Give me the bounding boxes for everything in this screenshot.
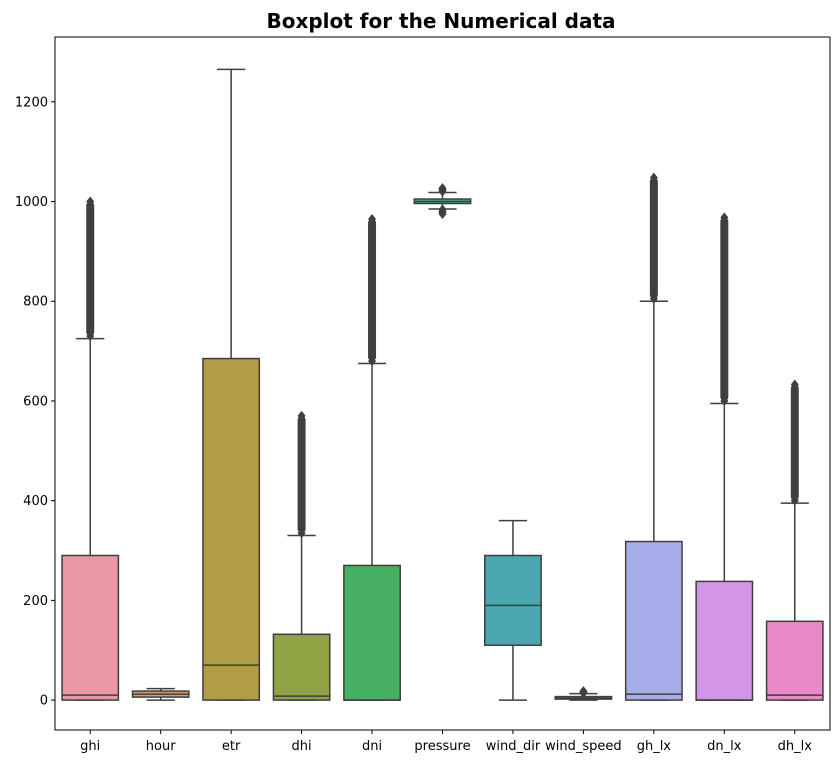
- outlier-band-high-dn_lx: [720, 217, 729, 401]
- x-tick-label-ghi: ghi: [80, 739, 100, 754]
- iqr-box-dn_lx: [695, 580, 754, 701]
- outlier-point-high-gh_lx-0: [649, 172, 658, 183]
- iqr-box-wind_dir: [484, 554, 542, 646]
- y-tick-label-0: 0: [40, 694, 48, 709]
- outliers-high-pressure: [438, 183, 447, 197]
- outlier-band-high-dhi: [297, 415, 306, 534]
- box-dh_lx: [765, 379, 824, 701]
- outlier-point-high-dh_lx-1: [790, 495, 799, 506]
- x-axis: ghi hour etr dhi dni pressure wind_dir wind_spe…: [80, 730, 812, 754]
- y-tick-label-200: 200: [23, 594, 48, 609]
- iqr-box-ghi: [61, 554, 120, 701]
- box-dni: [343, 213, 401, 701]
- outlier-point-low-pressure-1: [438, 208, 447, 219]
- outliers-low-pressure: [438, 204, 447, 219]
- outlier-point-high-dhi-0: [297, 410, 306, 421]
- chart-title: Boxplot for the Numerical data: [266, 9, 615, 33]
- x-tick-label-wind_dir: wind_dir: [486, 739, 541, 754]
- y-tick-label-400: 400: [23, 494, 48, 509]
- y-tick-label-1000: 1000: [15, 195, 48, 210]
- box-wind_dir: [484, 519, 542, 701]
- y-tick-label-800: 800: [23, 295, 48, 310]
- outlier-point-high-dn_lx-0: [720, 212, 729, 223]
- outlier-point-high-dni-1: [368, 356, 377, 367]
- outlier-point-high-gh_lx-1: [649, 293, 658, 304]
- outlier-band-high-dni: [368, 218, 377, 362]
- outliers-high-ghi: [86, 196, 95, 342]
- outlier-point-high-ghi-1: [86, 331, 95, 342]
- box-wind_speed: [554, 686, 613, 701]
- outlier-point-high-wind_speed-1: [579, 688, 588, 699]
- outlier-point-high-ghi-0: [86, 196, 95, 207]
- plot-area: [61, 68, 824, 701]
- outlier-point-high-dhi-1: [297, 528, 306, 539]
- y-tick-label-600: 600: [23, 394, 48, 409]
- outlier-point-high-dni-0: [368, 213, 377, 224]
- box-pressure: [413, 183, 472, 219]
- outlier-band-high-gh_lx: [649, 177, 658, 299]
- x-tick-label-etr: etr: [222, 739, 241, 754]
- iqr-box-gh_lx: [624, 540, 683, 701]
- x-tick-label-wind_speed: wind_speed: [545, 739, 622, 754]
- outlier-point-high-dn_lx-1: [720, 395, 729, 406]
- outliers-high-dni: [368, 213, 377, 367]
- outlier-point-high-dh_lx-0: [790, 379, 799, 390]
- box-etr: [202, 68, 261, 701]
- y-axis: 0 200 400 600 800 1000 1200: [15, 95, 55, 709]
- iqr-box-dh_lx: [765, 620, 824, 701]
- outlier-band-high-ghi: [86, 201, 95, 337]
- outlier-band-high-dh_lx: [790, 384, 799, 501]
- outliers-high-dn_lx: [720, 212, 729, 406]
- iqr-box-dhi: [272, 633, 331, 701]
- box-hour: [131, 687, 190, 701]
- iqr-box-etr: [202, 357, 261, 701]
- box-dn_lx: [695, 212, 754, 701]
- x-tick-label-dhi: dhi: [292, 739, 312, 754]
- box-ghi: [61, 196, 120, 701]
- outliers-high-dh_lx: [790, 379, 799, 506]
- outliers-high-gh_lx: [649, 172, 658, 304]
- x-tick-label-hour: hour: [146, 739, 176, 754]
- x-tick-label-dn_lx: dn_lx: [707, 739, 742, 754]
- iqr-box-dni: [343, 564, 401, 701]
- x-tick-label-dni: dni: [362, 739, 382, 754]
- outliers-high-wind_speed: [579, 686, 588, 699]
- x-tick-label-pressure: pressure: [414, 739, 470, 754]
- y-tick-label-1200: 1200: [15, 95, 48, 110]
- x-tick-label-dh_lx: dh_lx: [778, 739, 813, 754]
- box-gh_lx: [624, 172, 683, 701]
- x-tick-label-gh_lx: gh_lx: [637, 739, 672, 754]
- outlier-point-high-pressure-1: [438, 186, 447, 197]
- outliers-high-dhi: [297, 410, 306, 539]
- box-dhi: [272, 410, 331, 701]
